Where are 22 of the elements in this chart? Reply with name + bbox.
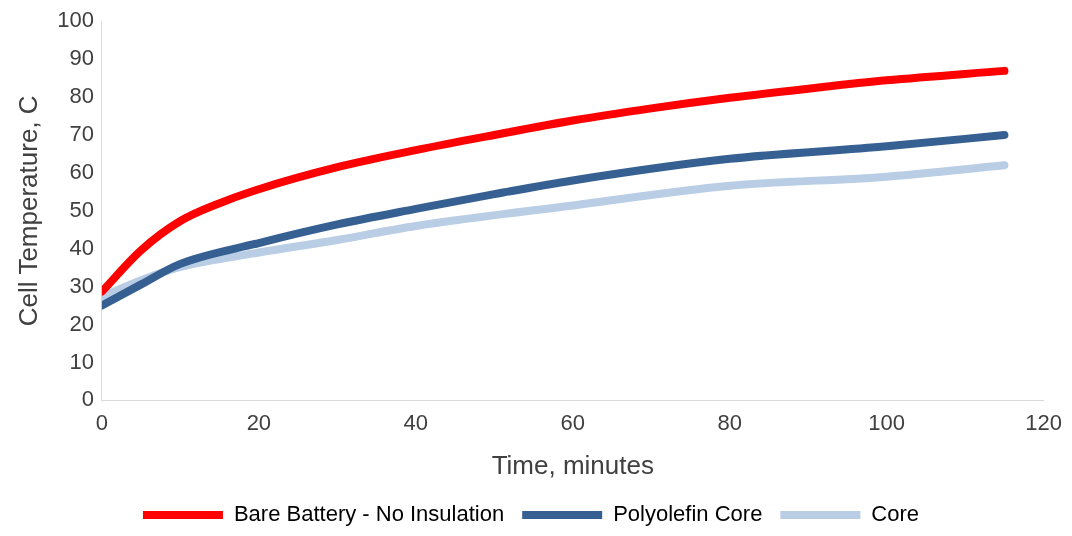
y-tick-label: 100 [57, 7, 94, 33]
legend-label: Core [871, 501, 920, 527]
y-tick-label: 10 [69, 348, 94, 374]
x-tick-label: 80 [717, 409, 742, 435]
x-tick-label: 100 [868, 409, 906, 435]
y-tick-label: 80 [69, 83, 94, 109]
x-tick-label: 120 [1025, 409, 1063, 435]
y-tick-label: 30 [69, 272, 94, 298]
legend-label: Polyolefin Core [613, 501, 763, 527]
x-tick-label: 60 [560, 409, 586, 435]
y-tick-label: 90 [69, 45, 94, 71]
y-tick-label: 0 [81, 386, 94, 412]
y-tick-label: 70 [69, 121, 94, 147]
legend-label: Bare Battery - No Insulation [233, 501, 505, 527]
y-tick-label: 60 [69, 158, 94, 184]
x-tick-label: 40 [403, 409, 429, 435]
y-axis-title: Cell Temperature, C [12, 95, 43, 327]
y-tick-label: 50 [69, 196, 94, 222]
x-tick-label: 20 [246, 409, 272, 435]
x-axis-title: Time, minutes [491, 449, 654, 480]
y-tick-label: 20 [69, 310, 94, 336]
y-tick-label: 40 [69, 234, 94, 260]
